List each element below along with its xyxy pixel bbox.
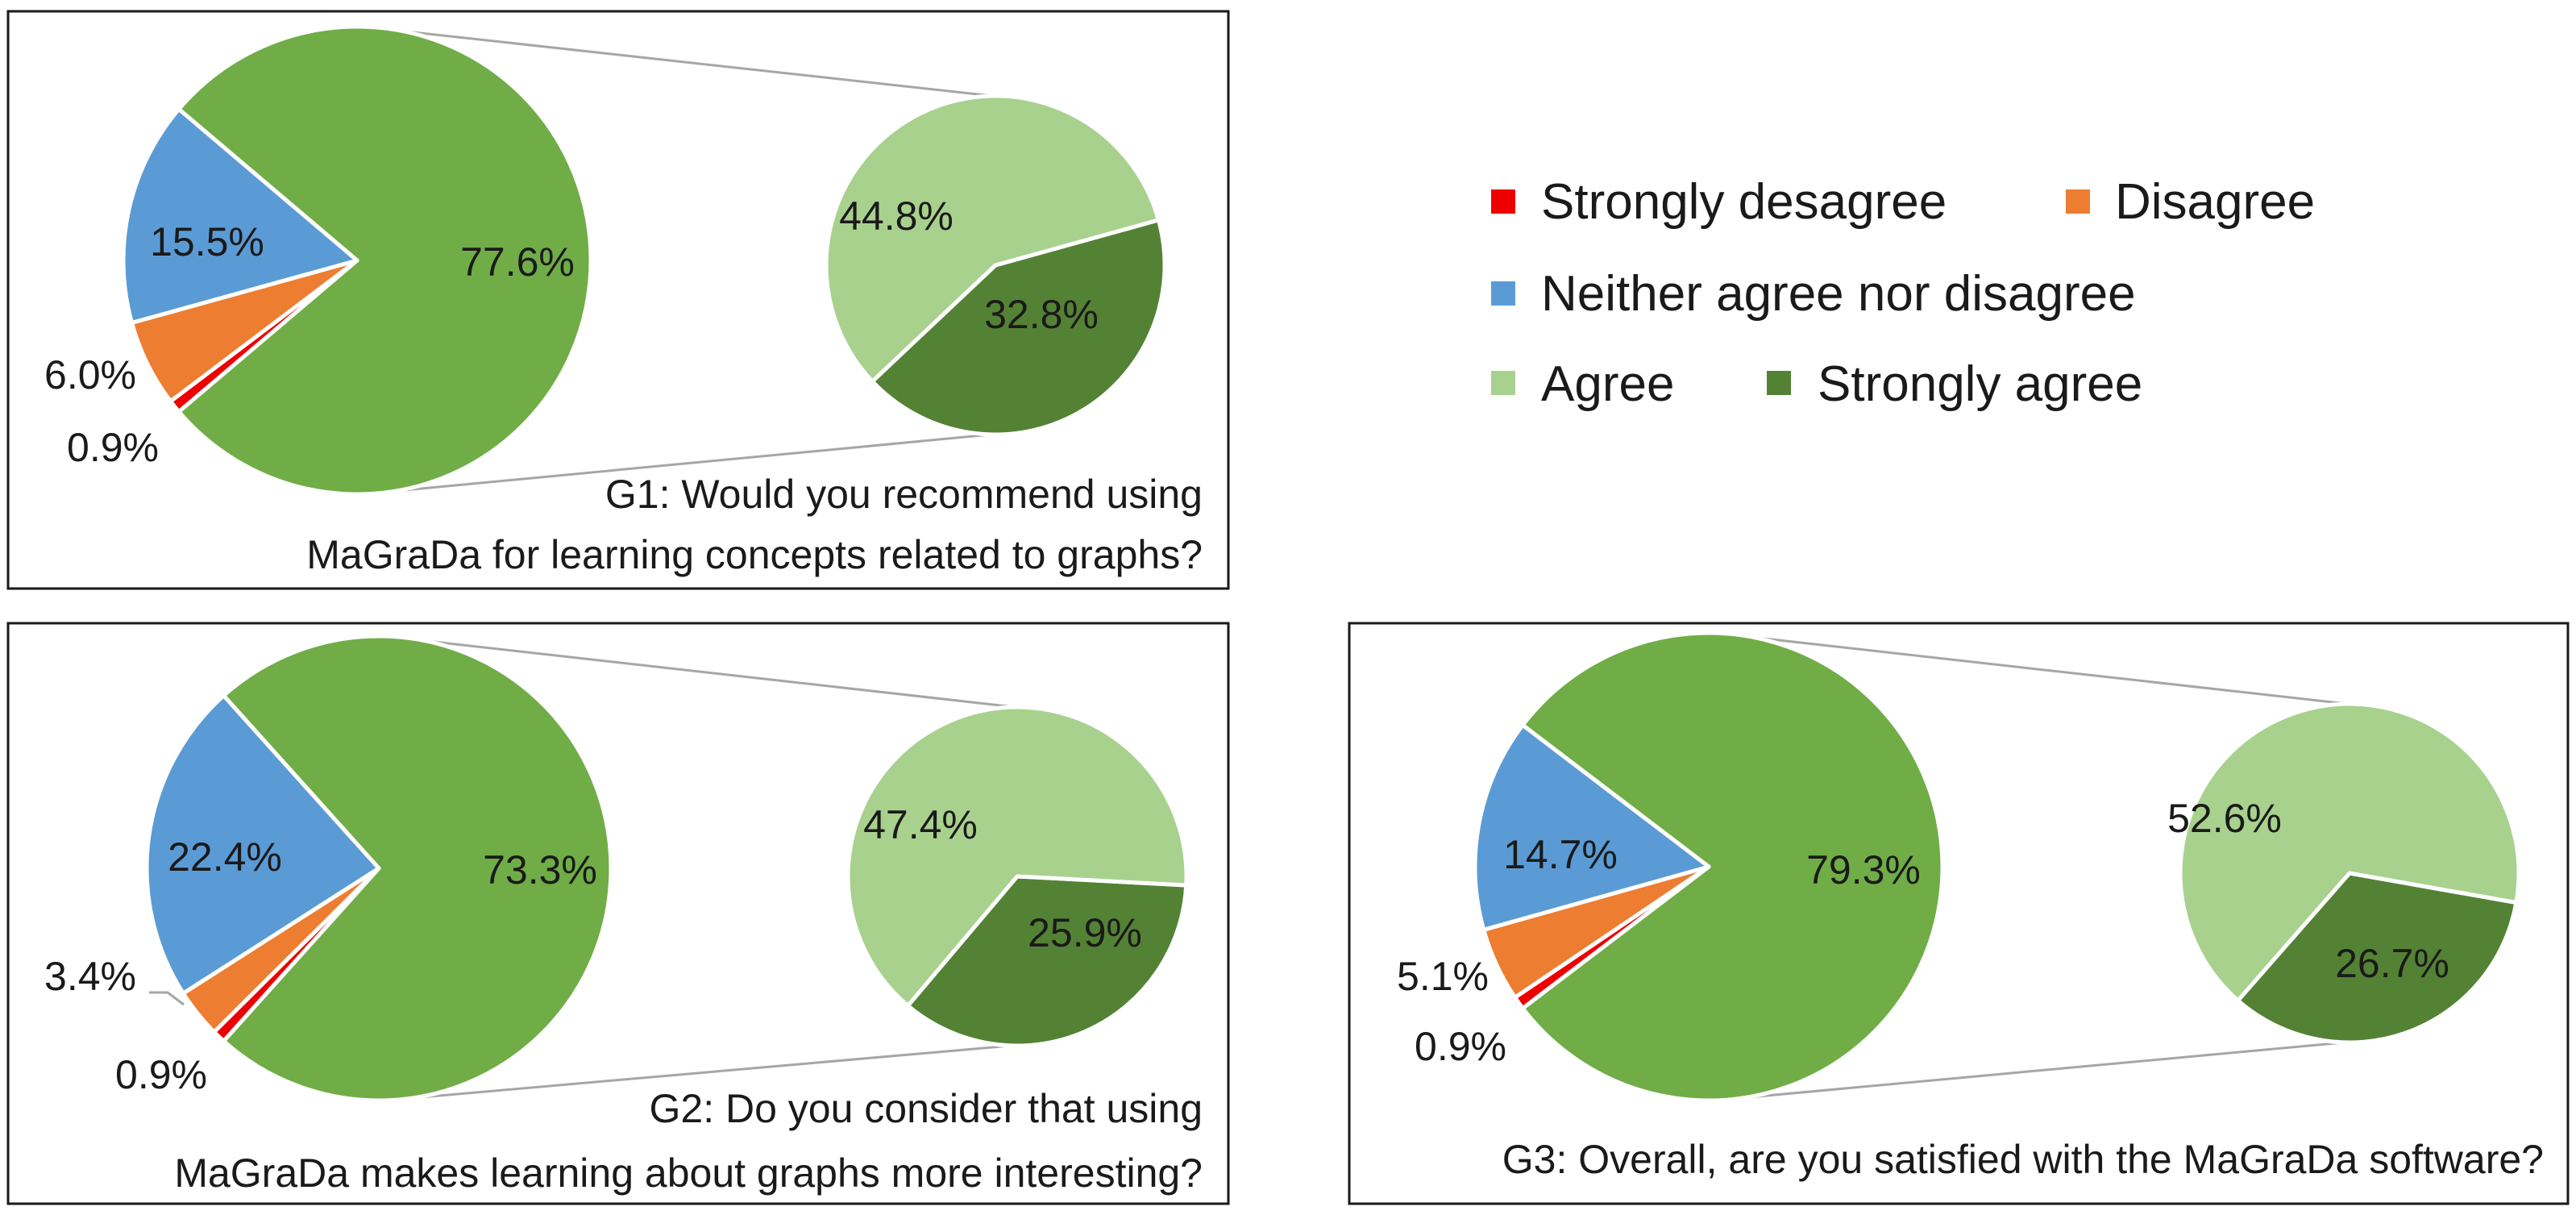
g3-connector-top xyxy=(1713,631,2362,707)
legend-label-strongly-disagree: Strongly desagree xyxy=(1541,174,1947,230)
g2-label-neutral: 22.4% xyxy=(168,834,282,880)
g2-main-slice-neutral xyxy=(144,693,381,996)
g3-label-agree: 52.6% xyxy=(2167,796,2282,841)
g2-connector-bottom xyxy=(383,1042,1030,1102)
legend-label-neutral: Neither agree nor disagree xyxy=(1541,266,2136,322)
g2-sub-slice-strongly-agree xyxy=(905,874,1189,1048)
g1-main-slice-agree-combined xyxy=(177,24,593,497)
g3-sub-pie xyxy=(2178,701,2521,1045)
g1-main-pie xyxy=(121,24,593,497)
g1-label-strongly-agree: 32.8% xyxy=(984,292,1099,337)
g2-label-strongly-agree: 25.9% xyxy=(1028,910,1142,955)
g2-connector-top xyxy=(383,635,1030,710)
g2-label-agree-combined: 73.3% xyxy=(483,847,597,893)
legend-swatch-disagree xyxy=(2066,189,2090,214)
g2-sub-slice-agree xyxy=(846,705,1189,1008)
g1-label-agree: 44.8% xyxy=(839,193,954,239)
g2-label-disagree: 3.4% xyxy=(44,954,136,999)
g3-label-neutral: 14.7% xyxy=(1503,832,1618,877)
g3-sub-slice-agree xyxy=(2178,701,2521,1003)
g1-sub-pie xyxy=(824,94,1167,437)
g1-label-strongly-disagree: 0.9% xyxy=(67,425,159,470)
g2-question-line1: G2: Do you consider that using xyxy=(650,1086,1203,1131)
g1-connector-top xyxy=(361,25,1008,99)
g3-label-strongly-agree: 26.7% xyxy=(2335,941,2449,986)
legend-swatch-agree xyxy=(1491,371,1515,395)
panel-g3: 79.3% 14.7% 5.1% 0.9% 52.6% 26.7% G3: Ov… xyxy=(1348,622,2570,1205)
g3-sub-slice-strongly-agree xyxy=(2236,871,2519,1045)
g3-connector-bottom xyxy=(1713,1039,2362,1102)
legend-swatch-strongly-agree xyxy=(1767,371,1791,395)
g3-main-slice-neutral xyxy=(1473,722,1711,932)
g2-connectors xyxy=(383,635,1030,1102)
g1-label-agree-combined: 77.6% xyxy=(460,239,575,285)
g2-disagree-leader-line xyxy=(149,991,185,1006)
g3-label-strongly-disagree: 0.9% xyxy=(1415,1024,1506,1069)
legend-swatch-strongly-disagree xyxy=(1491,189,1515,214)
g1-connectors xyxy=(361,25,1008,496)
g2-main-pie xyxy=(144,634,613,1103)
g1-label-disagree: 6.0% xyxy=(44,352,136,397)
g2-sub-pie xyxy=(846,705,1189,1048)
legend-label-agree: Agree xyxy=(1541,356,1674,412)
g1-sub-slice-strongly-agree xyxy=(870,218,1167,437)
g1-question-line2: MaGraDa for learning concepts related to… xyxy=(306,532,1203,577)
legend-swatch-neutral xyxy=(1491,281,1515,306)
g3-main-pie xyxy=(1473,630,1945,1103)
g3-question-line1: G3: Overall, are you satisfied with the … xyxy=(1502,1137,2544,1182)
g2-label-strongly-disagree: 0.9% xyxy=(115,1052,207,1097)
legend: Strongly desagree Disagree Neither agree… xyxy=(1491,174,2315,412)
g3-main-slice-agree-combined xyxy=(1520,630,1945,1103)
panel-g2: 73.3% 22.4% 3.4% 0.9% 47.4% 25.9% G2: Do… xyxy=(6,622,1230,1205)
legend-label-strongly-agree: Strongly agree xyxy=(1818,356,2142,412)
g1-label-neutral: 15.5% xyxy=(150,219,264,264)
legend-label-disagree: Disagree xyxy=(2115,174,2315,230)
g1-main-slice-neutral xyxy=(121,106,359,325)
g2-question-line2: MaGraDa makes learning about graphs more… xyxy=(174,1151,1203,1196)
panel-g1: 77.6% 15.5% 6.0% 0.9% 44.8% 32.8% G1: Wo… xyxy=(6,10,1230,590)
g1-sub-slice-agree xyxy=(824,94,1161,384)
g1-connector-bottom xyxy=(361,431,1008,496)
g3-label-disagree: 5.1% xyxy=(1397,954,1489,999)
g3-connectors xyxy=(1713,631,2362,1102)
g2-label-agree: 47.4% xyxy=(863,802,978,847)
g3-label-agree-combined: 79.3% xyxy=(1806,847,1921,893)
g1-question-line1: G1: Would you recommend using xyxy=(605,472,1203,517)
g2-main-slice-agree-combined xyxy=(222,634,613,1103)
